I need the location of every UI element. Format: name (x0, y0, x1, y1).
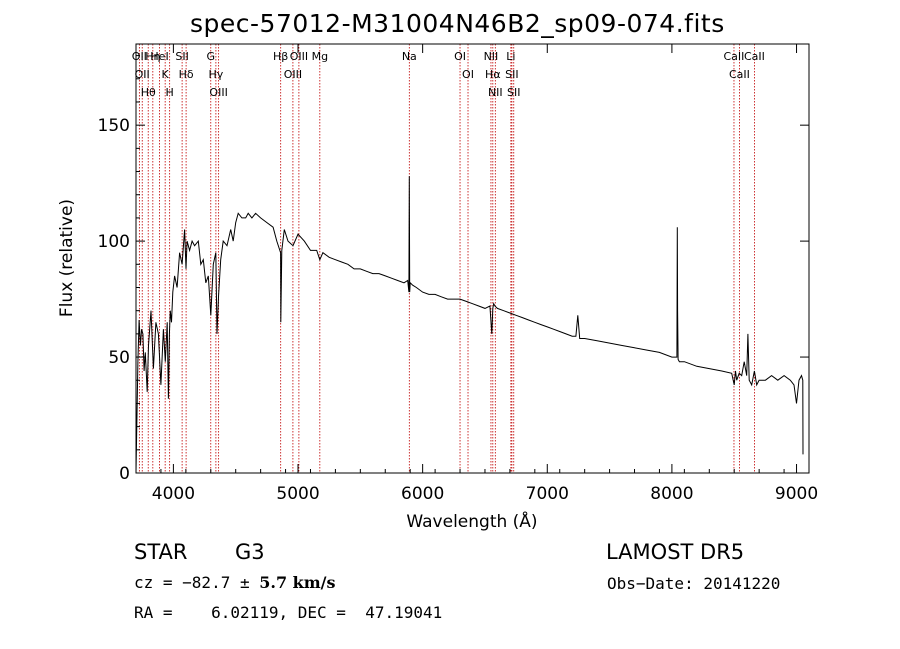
marker-label-oiii: OIII (284, 68, 302, 81)
x-tick-label: 9000 (775, 484, 818, 504)
y-tick-label: 150 (98, 116, 130, 136)
marker-label-nii: NII (484, 50, 499, 63)
marker-label-mg: Mg (312, 50, 328, 63)
x-axis-label: Wavelength (Å) (406, 510, 537, 532)
redshift-text: cz = −82.7 ± 5.7 km/s (134, 573, 336, 592)
marker-label-caii: CaII (724, 50, 745, 63)
marker-label-oii: OII (135, 68, 150, 81)
marker-label-hθ: Hθ (141, 86, 156, 99)
x-tick-label: 4000 (152, 484, 195, 504)
y-axis-label: Flux (relative) (57, 199, 77, 317)
y-tick-label: 0 (119, 464, 130, 484)
marker-label-hδ: Hδ (179, 68, 194, 81)
marker-label-hα: Hα (485, 68, 501, 81)
marker-label-caii: CaII (744, 50, 765, 63)
marker-label-na: Na (402, 50, 417, 63)
coordinates: RA = 6.02119, DEC = 47.19041 (134, 603, 443, 622)
line-markers (138, 44, 755, 473)
marker-label-k: K (162, 68, 170, 81)
marker-label-sii: SII (507, 86, 520, 99)
marker-label-oiii: OIII (209, 86, 227, 99)
marker-label-hβ: Hβ (273, 50, 288, 63)
marker-label-nii: NII (488, 86, 503, 99)
x-axis-ticks: 4000 5000 6000 7000 8000 9000 (135, 44, 818, 504)
marker-label-g: G (207, 50, 216, 63)
y-tick-label: 100 (98, 232, 130, 252)
marker-label-caii: CaII (729, 68, 750, 81)
x-tick-label: 7000 (526, 484, 569, 504)
observation-date: Obs−Date: 20141220 (607, 574, 781, 593)
x-tick-label: 8000 (650, 484, 693, 504)
marker-label-li: Li (506, 50, 515, 63)
survey-name: LAMOST DR5 (606, 540, 745, 564)
marker-label-hγ: Hγ (208, 68, 223, 81)
object-subclass: G3 (235, 540, 265, 564)
marker-label-sii: SII (175, 50, 188, 63)
redshift-value: cz = −82.7 ± (134, 573, 260, 592)
y-tick-label: 50 (108, 348, 130, 368)
object-class: STAR (134, 540, 188, 564)
redshift-error: 5.7 km/s (259, 573, 336, 592)
x-tick-label: 5000 (276, 484, 319, 504)
marker-label-oi: OI (462, 68, 474, 81)
marker-label-oiii: OIII (290, 50, 308, 63)
marker-label-oi: OI (454, 50, 466, 63)
plot-frame (135, 43, 810, 474)
x-tick-label: 6000 (401, 484, 444, 504)
marker-label-h: H (166, 86, 174, 99)
spectrum-line (135, 176, 804, 474)
marker-label-hη: Hη (145, 50, 160, 63)
marker-label-hei: HeI (150, 50, 168, 63)
chart-title: spec-57012-M31004N46B2_sp09-074.fits (190, 9, 725, 38)
marker-label-sii: SII (505, 68, 518, 81)
y-axis-ticks: 0 50 100 150 (98, 55, 809, 484)
